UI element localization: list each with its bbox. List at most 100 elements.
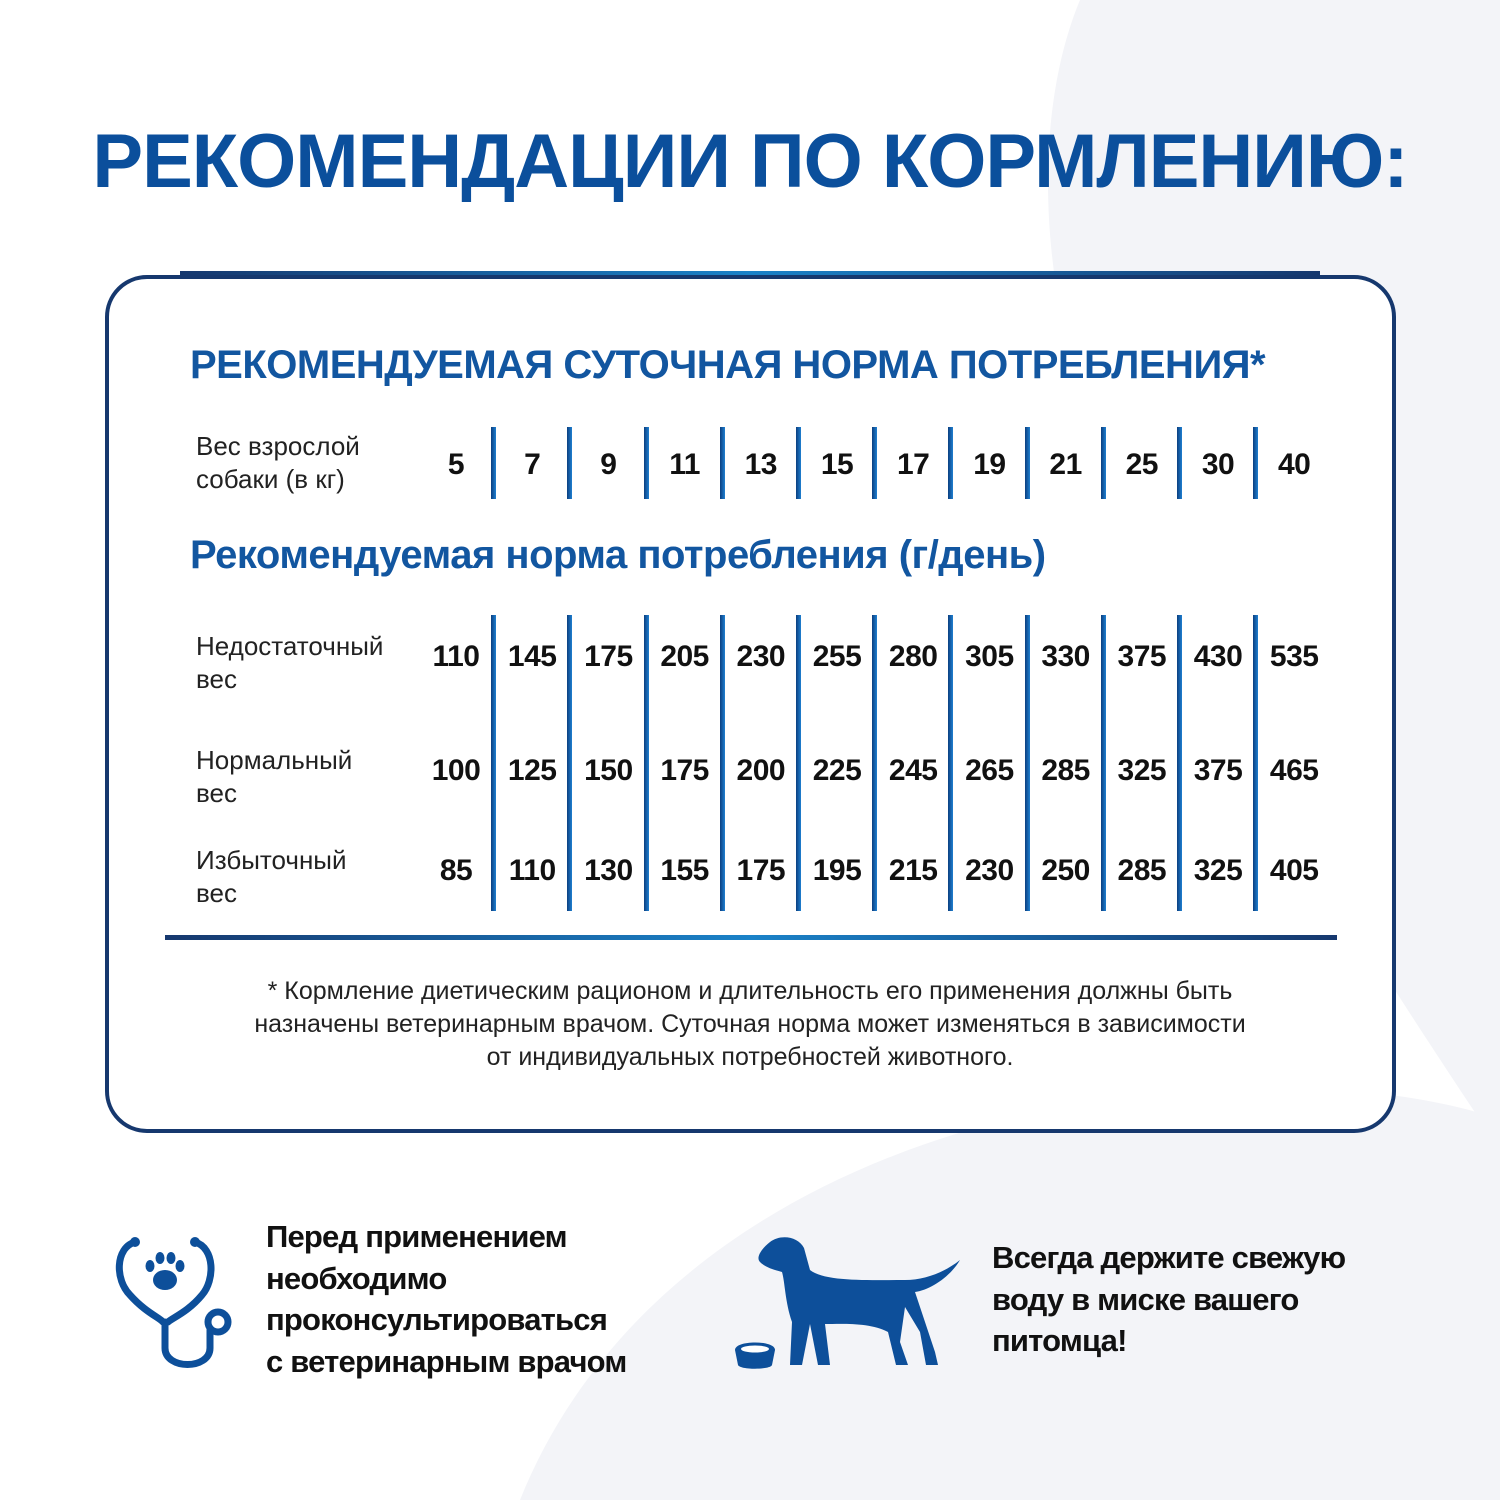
footnote: * Кормление диетическим рационом и длите…: [150, 975, 1350, 1074]
weight-value: 17: [897, 448, 930, 481]
footnote-line: назначены ветеринарным врачом. Суточная …: [254, 1010, 1246, 1038]
intake-value: 375: [1117, 640, 1167, 673]
row-label-line: вес: [196, 778, 237, 808]
row-label-line: Нормальный: [196, 745, 353, 775]
column-divider: [719, 427, 725, 499]
column-divider: [796, 427, 801, 499]
weight-value: 19: [973, 448, 1006, 481]
section-title: Рекомендуемая норма потребления (г/день): [190, 533, 1046, 577]
intake-value: 375: [1193, 754, 1243, 787]
intake-value: 325: [1117, 754, 1167, 787]
intake-value: 200: [736, 754, 786, 787]
column-divider: [1253, 427, 1259, 499]
tip-line: Всегда держите свежую: [992, 1240, 1346, 1275]
column-divider: [1253, 615, 1259, 911]
intake-value: 465: [1269, 754, 1319, 787]
intake-value: 250: [1041, 854, 1090, 887]
intake-value: 325: [1193, 854, 1243, 887]
tip-line: воду в миске вашего: [992, 1281, 1299, 1317]
weight-label-line: собаки (в кг): [196, 464, 345, 494]
weight-value: 11: [669, 448, 700, 481]
column-divider: [872, 615, 878, 911]
intake-value: 125: [507, 754, 557, 787]
tip-line: Перед применением: [266, 1219, 568, 1254]
intake-value: 110: [508, 854, 556, 887]
intake-value: 100: [431, 754, 481, 787]
intake-value: 255: [812, 640, 862, 673]
tip-line: необходимо: [266, 1260, 447, 1296]
intake-value: 195: [812, 854, 862, 887]
intake-value: 405: [1269, 854, 1319, 887]
row-label: Недостаточный вес: [196, 630, 383, 696]
table-bottom-line: [165, 935, 1337, 940]
row-label-line: Избыточный: [196, 845, 347, 875]
table-subtitle: РЕКОМЕНДУЕМАЯ СУТОЧНАЯ НОРМА ПОТРЕБЛЕНИЯ…: [190, 343, 1266, 387]
column-divider: [948, 427, 954, 499]
footnote-line: от индивидуальных потребностей животного…: [486, 1043, 1014, 1071]
column-divider: [643, 427, 649, 499]
weight-value: 25: [1125, 448, 1159, 481]
tip-line: с ветеринарным врачом: [266, 1343, 627, 1379]
intake-value: 305: [965, 640, 1014, 673]
intake-value: 245: [888, 754, 938, 787]
weight-value: 15: [820, 448, 854, 481]
intake-value: 225: [812, 754, 862, 787]
column-divider: [1177, 615, 1182, 911]
intake-value: 330: [1041, 640, 1090, 673]
row-label-line: вес: [196, 878, 237, 908]
column-divider: [1100, 615, 1106, 911]
intake-value: 285: [1041, 754, 1090, 787]
intake-value: 285: [1117, 854, 1167, 887]
row-label: Нормальный вес: [196, 744, 352, 810]
intake-value: 230: [965, 854, 1014, 887]
intake-value: 155: [660, 854, 709, 887]
intake-value: 205: [660, 640, 709, 673]
page-title: РЕКОМЕНДАЦИИ ПО КОРМЛЕНИЮ:: [92, 119, 1408, 204]
weight-value: 13: [744, 448, 778, 481]
intake-value: 215: [888, 854, 938, 887]
intake-value: 85: [439, 854, 473, 887]
intake-value: 150: [584, 754, 633, 787]
dog-with-bowl-icon: [735, 1237, 960, 1369]
weight-value: 9: [600, 448, 617, 481]
weight-value: 30: [1201, 448, 1235, 481]
intake-value: 175: [736, 854, 786, 887]
weight-value: 7: [524, 448, 541, 481]
column-divider: [872, 427, 878, 499]
intake-value: 110: [432, 640, 480, 673]
fresh-water-tip: Всегда держите свежую воду в миске вашег…: [992, 1237, 1346, 1362]
column-divider: [567, 427, 573, 499]
consult-vet-tip: Перед применением необходимо проконсульт…: [266, 1216, 627, 1382]
row-label-line: Недостаточный: [196, 631, 384, 661]
column-divider: [567, 615, 573, 911]
column-divider: [491, 427, 497, 499]
intake-value: 145: [507, 640, 557, 673]
row-label: Избыточный вес: [196, 844, 347, 910]
column-divider: [719, 615, 725, 911]
intake-value: 280: [888, 640, 938, 673]
intake-value: 430: [1193, 640, 1243, 673]
column-divider: [796, 615, 801, 911]
intake-value: 130: [584, 854, 633, 887]
footnote-line: * Кормление диетическим рационом и длите…: [267, 977, 1233, 1005]
column-divider: [491, 615, 497, 911]
tip-line: проконсультироваться: [266, 1302, 608, 1337]
intake-value: 230: [736, 640, 786, 673]
column-divider: [643, 615, 649, 911]
column-divider: [948, 615, 954, 911]
column-divider: [1024, 427, 1030, 499]
intake-value: 175: [660, 754, 709, 787]
stethoscope-paw-icon: [115, 1237, 232, 1368]
intake-value: 535: [1269, 640, 1319, 673]
row-label-line: вес: [196, 664, 237, 694]
card-accent-line: [180, 271, 1320, 275]
weight-label-line: Вес взрослой: [196, 431, 360, 461]
weight-value: 5: [447, 448, 465, 481]
intake-value: 175: [584, 640, 633, 673]
column-divider: [1177, 427, 1182, 499]
weight-value: 21: [1049, 448, 1082, 481]
tip-line: питомца!: [992, 1323, 1127, 1358]
column-divider: [1024, 615, 1030, 911]
weight-label: Вес взрослой собаки (в кг): [196, 430, 360, 496]
intake-value: 265: [965, 754, 1014, 787]
